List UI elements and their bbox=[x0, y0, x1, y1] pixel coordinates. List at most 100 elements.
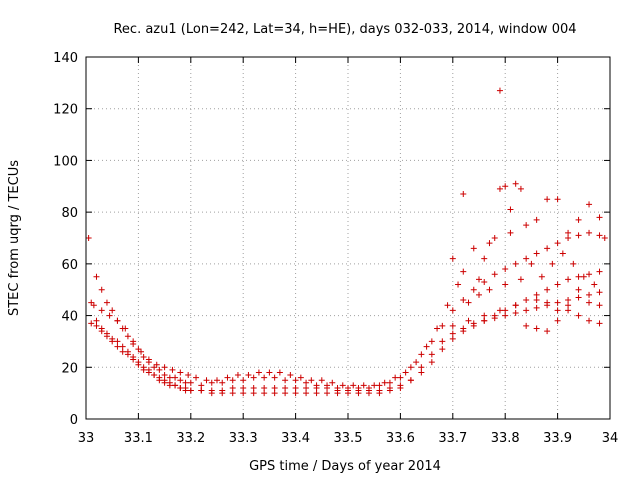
x-axis-label: GPS time / Days of year 2014 bbox=[249, 459, 441, 474]
data-point bbox=[434, 325, 441, 332]
data-point bbox=[161, 379, 168, 386]
data-point bbox=[124, 351, 131, 358]
data-point bbox=[533, 297, 540, 304]
data-point bbox=[533, 291, 540, 298]
data-point bbox=[98, 286, 105, 293]
data-point bbox=[271, 374, 278, 381]
data-point bbox=[109, 338, 116, 345]
data-point bbox=[234, 372, 241, 379]
data-point bbox=[182, 387, 189, 394]
data-point bbox=[229, 377, 236, 384]
data-point bbox=[402, 369, 409, 376]
data-point bbox=[517, 185, 524, 192]
data-point bbox=[575, 216, 582, 223]
data-point bbox=[554, 196, 561, 203]
axis-ticks: 33 33.1 33.2 33.3 33.4 33.5 33.6 33.7 33.8 33.9 34… bbox=[53, 51, 618, 446]
data-point bbox=[208, 379, 215, 386]
data-point bbox=[486, 286, 493, 293]
data-point bbox=[161, 372, 168, 379]
grid bbox=[86, 57, 610, 419]
data-point bbox=[575, 232, 582, 239]
data-point bbox=[151, 372, 158, 379]
data-point bbox=[166, 374, 173, 381]
data-point bbox=[177, 369, 184, 376]
data-point bbox=[130, 356, 137, 363]
data-point bbox=[491, 235, 498, 241]
data-point bbox=[460, 191, 467, 198]
data-point bbox=[544, 245, 551, 252]
data-point bbox=[261, 390, 268, 397]
x-tick-label: 33 bbox=[78, 431, 95, 446]
data-point bbox=[261, 384, 268, 391]
data-point bbox=[169, 366, 176, 373]
data-point bbox=[255, 369, 262, 376]
data-point bbox=[313, 390, 320, 397]
data-point bbox=[214, 377, 220, 384]
data-point bbox=[229, 384, 236, 391]
data-point bbox=[98, 328, 105, 335]
data-point bbox=[449, 255, 456, 262]
data-point bbox=[502, 266, 509, 273]
data-point bbox=[166, 382, 173, 389]
data-point bbox=[276, 369, 283, 376]
data-point bbox=[538, 273, 545, 280]
data-point bbox=[303, 390, 310, 397]
data-point bbox=[122, 325, 129, 332]
x-tick-label: 33.8 bbox=[491, 431, 520, 446]
data-point bbox=[145, 356, 152, 363]
data-point bbox=[460, 297, 467, 304]
data-point bbox=[261, 374, 268, 381]
data-point bbox=[397, 382, 404, 389]
data-point bbox=[381, 379, 388, 386]
data-point bbox=[318, 377, 325, 384]
data-point bbox=[502, 307, 509, 314]
data-point bbox=[324, 382, 331, 389]
x-tick-label: 33.3 bbox=[229, 431, 258, 446]
data-point bbox=[138, 348, 145, 355]
data-point bbox=[533, 325, 540, 332]
y-tick-label: 40 bbox=[61, 310, 78, 325]
data-point bbox=[533, 250, 540, 257]
data-point bbox=[355, 384, 362, 391]
data-point bbox=[544, 299, 551, 306]
data-point bbox=[439, 322, 446, 329]
data-point bbox=[172, 382, 179, 389]
satellite-track-b bbox=[88, 268, 603, 394]
data-point bbox=[90, 302, 97, 309]
data-point bbox=[130, 338, 137, 345]
data-point bbox=[455, 281, 462, 288]
x-tick-label: 34 bbox=[602, 431, 619, 446]
data-point bbox=[124, 333, 131, 340]
data-point bbox=[292, 377, 299, 384]
data-point bbox=[586, 229, 593, 236]
data-point bbox=[187, 387, 194, 394]
data-point bbox=[449, 307, 456, 314]
data-point bbox=[339, 382, 346, 389]
data-point bbox=[523, 222, 530, 229]
data-point bbox=[549, 260, 556, 267]
data-point bbox=[140, 353, 147, 360]
data-point bbox=[523, 255, 530, 262]
data-point bbox=[203, 377, 210, 384]
x-tick-label: 33.6 bbox=[386, 431, 415, 446]
data-point bbox=[229, 390, 236, 397]
data-point bbox=[140, 366, 147, 373]
y-tick-label: 20 bbox=[61, 361, 78, 376]
data-point bbox=[208, 387, 215, 394]
data-point bbox=[376, 387, 383, 394]
data-point bbox=[502, 281, 509, 288]
data-point bbox=[523, 307, 530, 314]
data-point bbox=[544, 196, 551, 203]
data-point bbox=[470, 245, 477, 252]
data-point bbox=[544, 286, 551, 293]
data-point bbox=[119, 348, 126, 355]
data-point bbox=[365, 384, 372, 391]
data-point bbox=[544, 328, 551, 335]
data-point bbox=[491, 271, 498, 278]
data-point bbox=[565, 302, 572, 309]
data-point bbox=[428, 351, 435, 358]
data-point bbox=[565, 276, 572, 283]
data-point bbox=[554, 307, 561, 314]
data-point bbox=[407, 377, 414, 384]
data-point bbox=[308, 377, 315, 384]
